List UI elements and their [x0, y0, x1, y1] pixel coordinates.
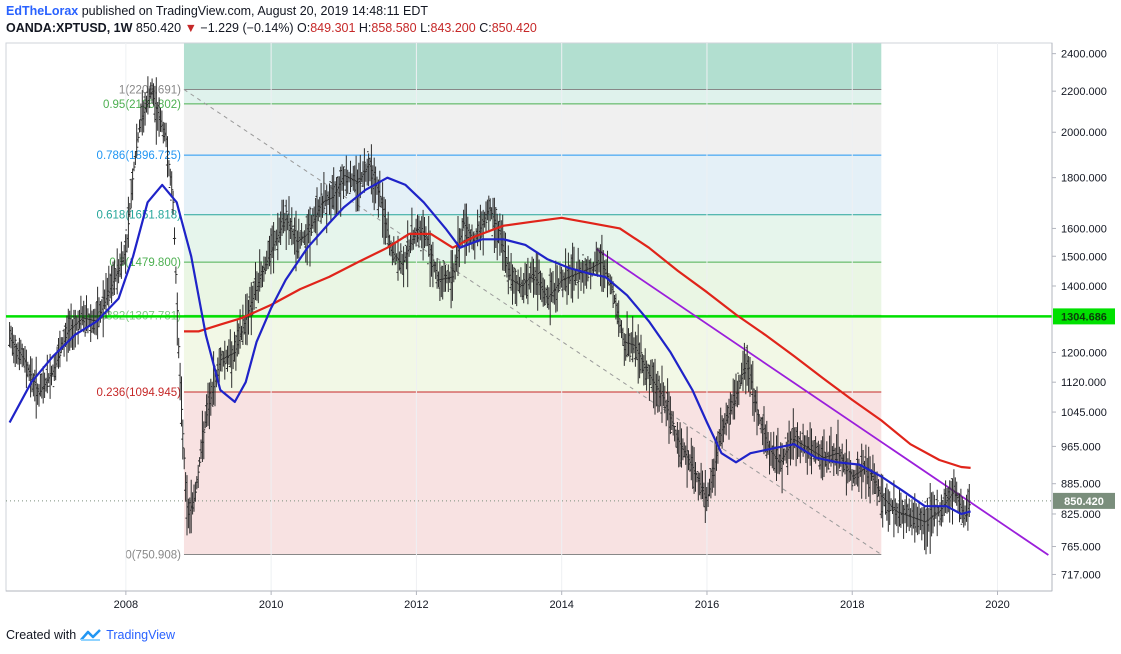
moving-average-short [8, 176, 971, 516]
close-value: 850.420 [491, 21, 537, 35]
fib-label-0.618: 0.618(1651.818) [97, 210, 182, 222]
horizontal-line-badge: 1304.686 [1061, 311, 1107, 323]
fib-retracement: 1(2208.691)0.95(2135.802)0.786(1896.725)… [97, 43, 882, 562]
tradingview-logo-icon [80, 629, 102, 641]
fib-trend-dashed-line [183, 89, 882, 555]
symbol-info: OANDA:XPTUSD, 1W 850.420 ▼ −1.229 (−0.14… [6, 21, 537, 35]
x-tick-label-2008: 2008 [114, 599, 138, 611]
axes: 2400.000 2200.000 2000.000 1800.000 1600.000… [6, 43, 1115, 611]
overlay-lines [6, 89, 1052, 556]
y-tick-label-765: 765.000 [1061, 542, 1101, 554]
author-name[interactable]: EdTheLorax [6, 4, 79, 18]
y-tick-label-1045: 1045.000 [1061, 407, 1107, 419]
fib-label-0.786: 0.786(1896.725) [97, 150, 182, 162]
created-with-text: Created with [6, 628, 77, 642]
high-label: H: [358, 21, 372, 35]
fib-band-top [183, 43, 882, 90]
x-tick-label-2016: 2016 [695, 599, 719, 611]
fib-label-0: 0(750.908) [125, 550, 181, 562]
last-price-badge: 850.420 [1064, 496, 1104, 508]
horizontal-line-badge-bg [1053, 308, 1115, 325]
published-text: published on TradingView.com, August 20,… [81, 4, 429, 18]
y-tick-label-717: 717.000 [1061, 569, 1101, 581]
price-bars [8, 76, 971, 555]
high-value: 858.580 [371, 21, 417, 35]
close-label: C: [479, 21, 492, 35]
x-tick-label-2010: 2010 [259, 599, 283, 611]
fib-band-0.786 [183, 155, 882, 215]
moving-average-long [184, 216, 971, 469]
fib-band-1 [183, 89, 882, 104]
y-tick-label-825: 825.000 [1061, 509, 1101, 521]
fib-label-0.5: 0.5(1479.800) [109, 257, 181, 269]
x-tick-label-2012: 2012 [404, 599, 428, 611]
open-value: 849.301 [310, 21, 356, 35]
y-tick-label-1120: 1120.000 [1061, 377, 1106, 389]
symbol-name: OANDA:XPTUSD, 1W [6, 21, 133, 35]
fib-band-0.236 [183, 391, 882, 555]
price-change: −1.229 (−0.14%) [200, 21, 294, 35]
open-label: O: [297, 21, 311, 35]
y-tick-label-1500: 1500.000 [1061, 251, 1107, 263]
y-tick-label-965: 965.000 [1061, 441, 1101, 453]
y-tick-label-1200: 1200.000 [1061, 347, 1107, 359]
publish-info: EdTheLorax published on TradingView.com,… [6, 4, 428, 18]
y-tick-label-1800: 1800.000 [1061, 173, 1107, 185]
y-tick-label-2200: 2200.000 [1061, 86, 1107, 98]
fib-label-1: 1(2208.691) [119, 84, 181, 96]
fib-band-0.95 [183, 103, 882, 156]
last-price-badge-bg [1053, 492, 1115, 509]
low-label: L: [420, 21, 431, 35]
y-tick-label-2400: 2400.000 [1061, 49, 1107, 61]
y-tick-label-1600: 1600.000 [1061, 223, 1107, 235]
moving-averages [8, 176, 971, 516]
fib-label-0.236: 0.236(1094.945) [97, 387, 182, 399]
y-tick-label-1400: 1400.000 [1061, 281, 1107, 293]
fib-band-0.382 [183, 315, 882, 392]
down-arrow-icon: ▼ [184, 21, 197, 35]
footer: Created with TradingView [6, 628, 175, 642]
fib-band-0.5 [183, 262, 882, 316]
x-tick-label-2018: 2018 [840, 599, 864, 611]
y-tick-label-885: 885.000 [1061, 479, 1101, 491]
last-price: 850.420 [135, 21, 182, 35]
tradingview-brand[interactable]: TradingView [106, 628, 175, 642]
x-tick-label-2014: 2014 [549, 599, 573, 611]
trendline-resistance [596, 248, 1049, 556]
low-value: 843.200 [430, 21, 476, 35]
x-tick-label-2020: 2020 [985, 599, 1009, 611]
y-tick-label-2000: 2000.000 [1061, 127, 1107, 139]
price-series [8, 76, 971, 555]
